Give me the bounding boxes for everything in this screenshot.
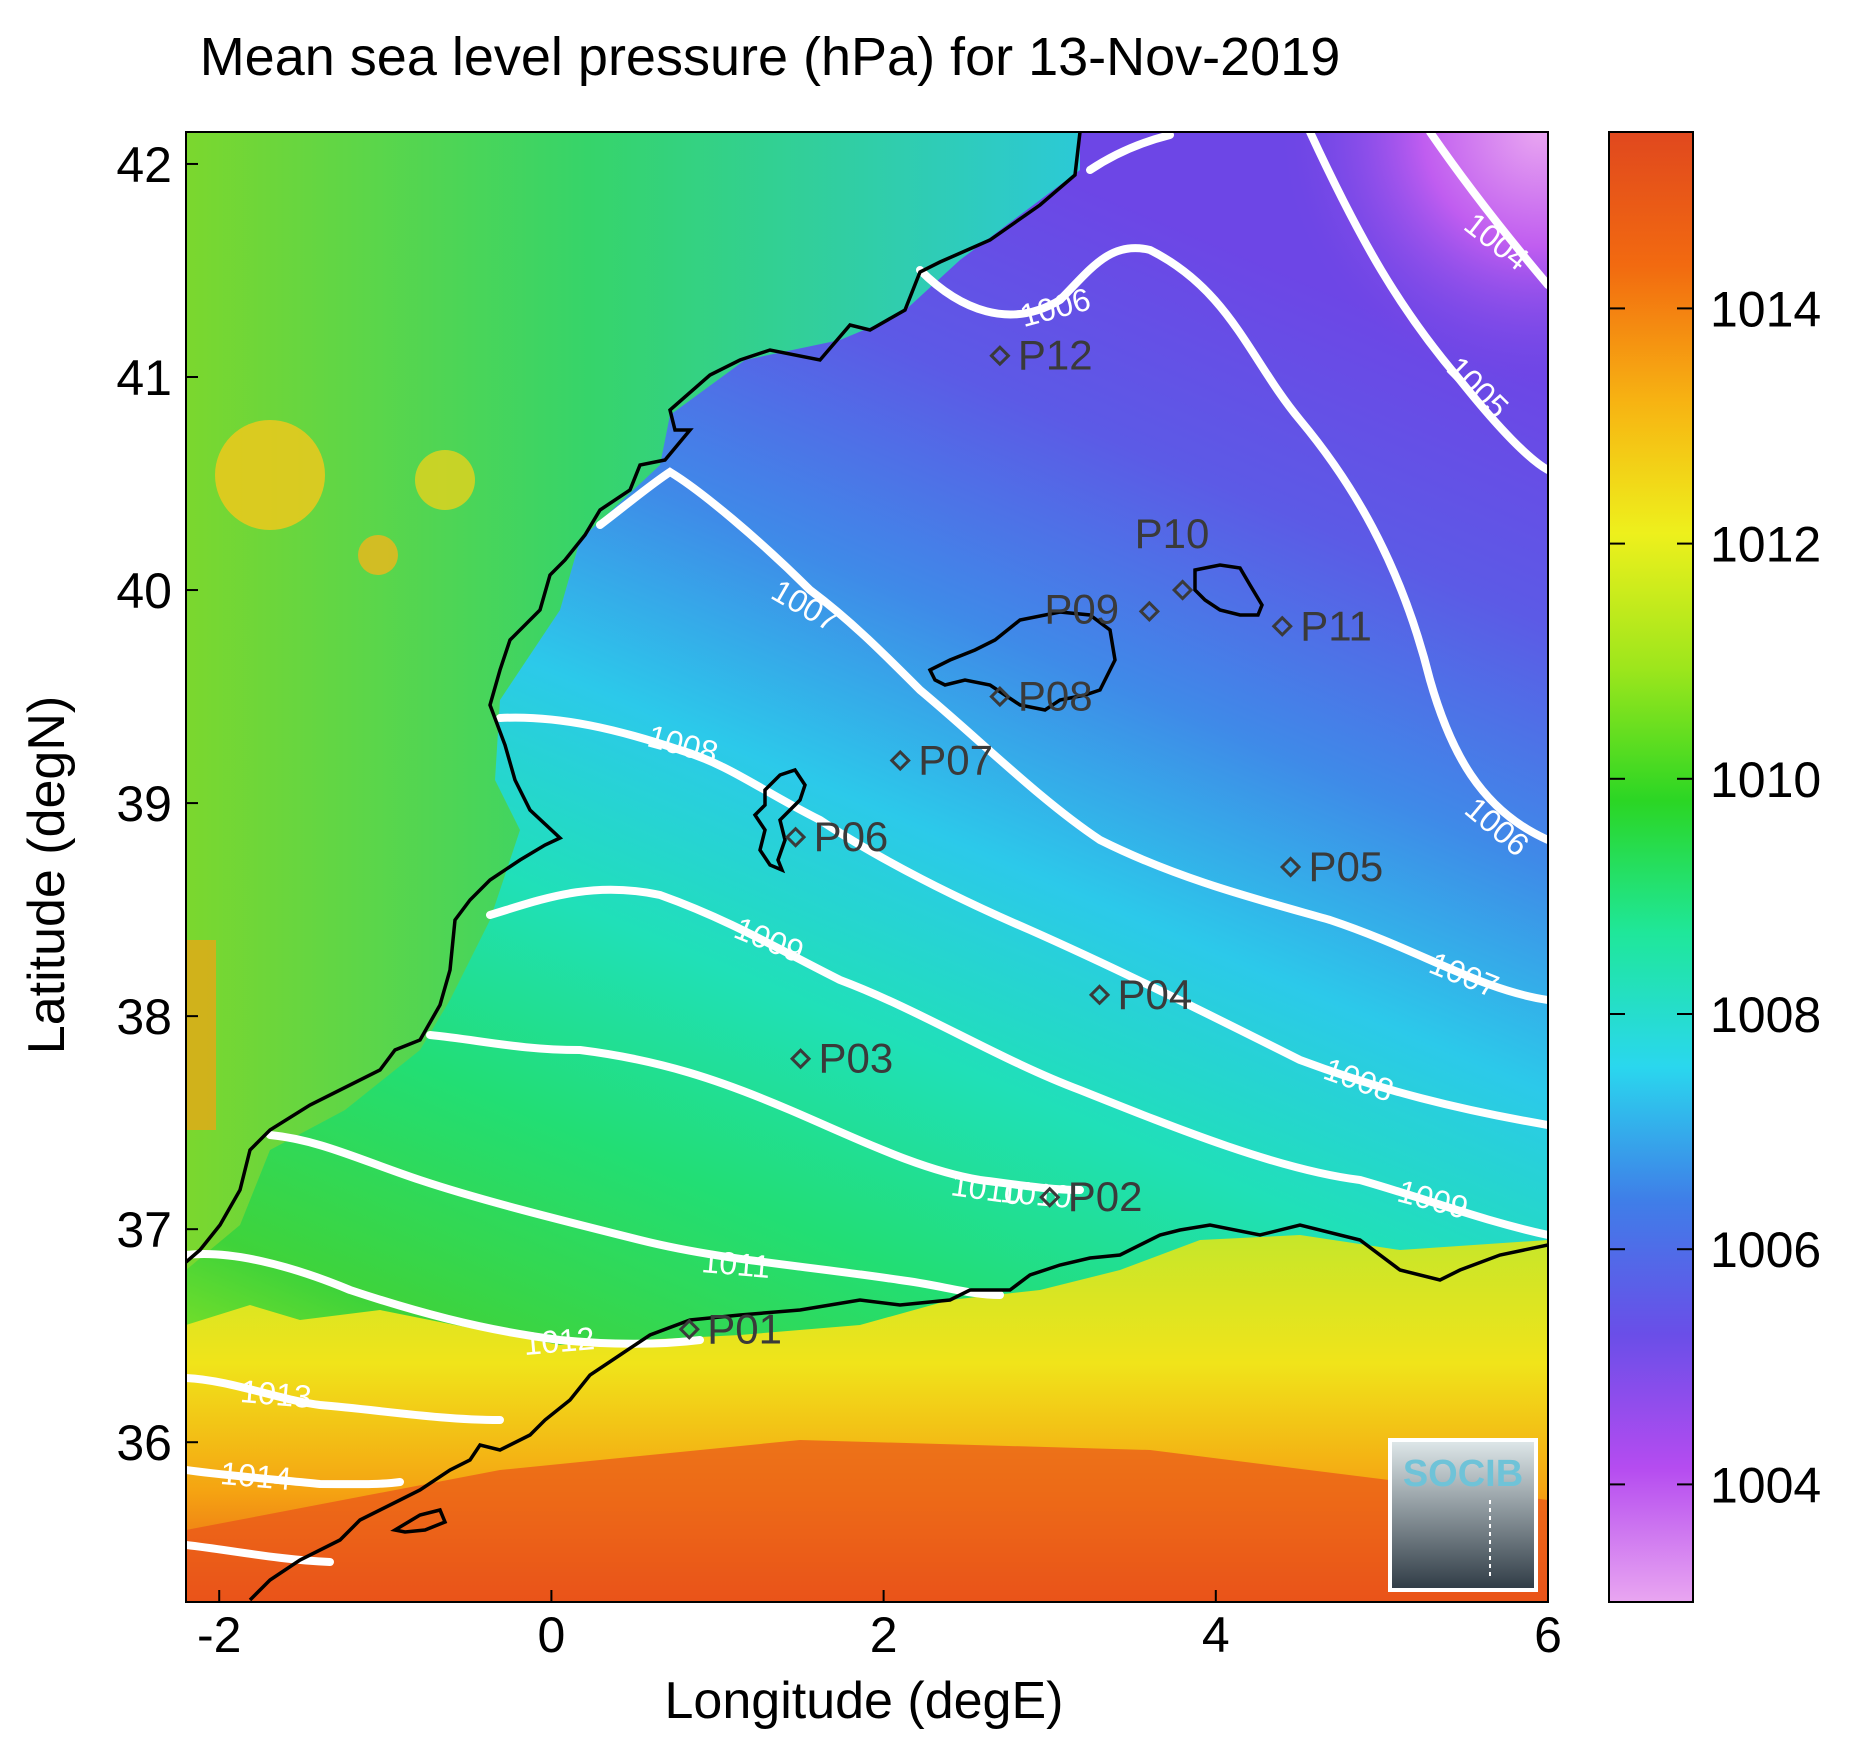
y-axis-ticks: 36 37 38 39 40 41 42: [116, 137, 198, 1471]
alboran-coastline: [390, 1507, 448, 1534]
colorbar-tick-label: 1012: [1710, 517, 1821, 573]
isobar-1005: [1306, 132, 1548, 474]
isobar-label: 1011: [700, 1243, 772, 1285]
y-tick-label: 42: [116, 137, 172, 193]
station-label: P09: [1044, 585, 1119, 632]
isobar-1008: [496, 713, 1548, 1129]
isobar-1012: [186, 1250, 704, 1348]
station-marker: [789, 1048, 812, 1070]
isobar-1015: [186, 1541, 334, 1566]
isobar-label: 1010: [999, 1173, 1073, 1215]
isobar-1014: [186, 1466, 404, 1489]
iberia-land-west: [186, 132, 1080, 1270]
station-label: P12: [1018, 332, 1093, 379]
colorbar-tick-label: 1004: [1710, 1457, 1821, 1513]
ibiza-coastline: [752, 767, 807, 874]
colorbar: [1608, 131, 1694, 1603]
station-marker: [1279, 856, 1302, 878]
isobar-1009: [486, 885, 1548, 1239]
inland-high-4: [186, 940, 216, 1130]
isobar-1010: [426, 1031, 1084, 1194]
station-label: P08: [1018, 673, 1093, 720]
map-title: Mean sea level pressure (hPa) for 13-Nov…: [199, 27, 1341, 87]
inland-high-3: [358, 535, 398, 575]
station-label: P04: [1118, 971, 1193, 1018]
x-tick-label: 2: [870, 1607, 898, 1663]
station-marker: [989, 685, 1011, 708]
station-marker: [1039, 1186, 1061, 1208]
colorbar-tick-label: 1014: [1710, 281, 1821, 337]
map-frame: [185, 131, 1549, 1603]
station-label: P03: [819, 1035, 894, 1082]
station-marker: [1088, 984, 1111, 1006]
isobar-1006: [916, 244, 1548, 844]
station-marker: [678, 1318, 700, 1340]
station-label: P02: [1068, 1173, 1143, 1220]
y-tick-label: 40: [116, 563, 172, 619]
station-marker: [1171, 579, 1194, 601]
isobar-label: 1014: [219, 1455, 293, 1497]
pressure-field: [186, 132, 1548, 1602]
mallorca-coastline: [927, 610, 1117, 712]
north-africa-coastline: [248, 1223, 1548, 1602]
iberian-coastline: [186, 132, 1082, 1264]
isobar-label: 1012: [522, 1320, 596, 1362]
station-label: P01: [707, 1305, 782, 1352]
x-tick-label: 4: [1202, 1607, 1230, 1663]
y-tick-label: 39: [116, 776, 172, 832]
colorbar-tick-label: 1006: [1710, 1222, 1821, 1278]
y-tick-label: 36: [116, 1415, 172, 1471]
station-label: P10: [1135, 510, 1210, 557]
inland-high-1: [215, 420, 325, 530]
socib-logo: SOCIB: [1388, 1438, 1538, 1592]
colorbar-tick-label: 1008: [1710, 987, 1821, 1043]
station-label: P05: [1309, 843, 1384, 890]
inland-high-2: [415, 450, 475, 510]
x-axis-title: Longitude (degE): [665, 1672, 1064, 1730]
x-axis-ticks: -2 0 2 4 6: [197, 1590, 1562, 1663]
isobar-label: 1013: [239, 1373, 313, 1415]
isobar-1007: [596, 467, 1548, 1004]
africa-high-pressure: [186, 1440, 1548, 1602]
socib-logo-text: SOCIB: [1403, 1453, 1523, 1495]
x-tick-label: -2: [197, 1607, 241, 1663]
isobars: [186, 132, 1548, 1566]
isobar-1013: [186, 1374, 504, 1424]
y-tick-label: 37: [116, 1202, 172, 1258]
y-axis-title: Latitude (degN): [18, 696, 76, 1054]
x-tick-label: 6: [1534, 1607, 1562, 1663]
menorca-coastline: [1193, 563, 1264, 617]
station-marker: [989, 345, 1011, 367]
y-tick-label: 41: [116, 350, 172, 406]
isobar-1004: [1426, 132, 1548, 289]
x-tick-label: 0: [538, 1607, 566, 1663]
colorbar-tick-label: 1010: [1710, 752, 1821, 808]
station-marker: [784, 826, 807, 848]
coastlines: [186, 132, 1548, 1602]
station-marker: [1138, 600, 1160, 622]
station-label: P06: [814, 813, 889, 860]
station-label: P11: [1300, 602, 1372, 649]
isobar-1011: [266, 1131, 1004, 1299]
colorbar-ticks: 1004 1006 1008 1010 1012 1014: [1609, 281, 1821, 1513]
station-markers: P01 P02 P03 P04 P05 P06 P07 P08 P09 P10 P11 P12: [678, 332, 1384, 1352]
isobar-1006-north: [1086, 132, 1174, 174]
station-label: P07: [918, 736, 993, 783]
socib-logo-box: [1388, 1438, 1538, 1592]
station-marker: [889, 749, 911, 772]
station-marker: [1271, 615, 1293, 637]
y-tick-label: 38: [116, 989, 172, 1045]
